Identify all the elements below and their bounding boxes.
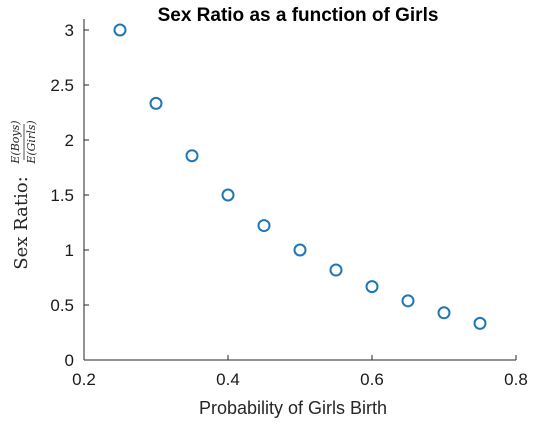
y-axis-label-numerator: E(Boys) [9,120,22,164]
y-tick-label: 1 [65,241,74,260]
data-point [473,316,487,330]
data-point [221,188,235,202]
axes [83,19,516,361]
data-point [437,306,451,320]
data-point [185,149,199,163]
x-tick-label: 0.6 [360,370,384,389]
data-point [113,23,127,37]
x-ticks: 0.2 0.4 0.6 0.8 [72,355,528,389]
y-axis-label-prefix: Sex Ratio: [11,176,32,269]
y-tick-label: 3 [65,21,74,40]
data-point [365,280,379,294]
y-tick-label: 0.5 [50,296,74,315]
data-point [401,294,415,308]
y-tick-label: 1.5 [50,186,74,205]
y-axis-label: Sex Ratio: E(Boys) E(Girls) [9,120,38,269]
data-point [257,219,271,233]
x-tick-label: 0.4 [216,370,240,389]
data-point [329,263,343,277]
y-axis-label-denominator: E(Girls) [25,120,38,164]
y-ticks: 0 0.5 1 1.5 2 2.5 3 [50,21,89,370]
x-axis-label: Probability of Girls Birth [199,398,387,418]
y-tick-label: 2.5 [50,76,74,95]
data-point [293,243,307,257]
x-tick-label: 0.2 [72,370,96,389]
chart-title: Sex Ratio as a function of Girls [158,5,439,26]
x-tick-label: 0.8 [504,370,528,389]
data-point [149,96,163,110]
y-tick-label: 0 [65,351,74,370]
data-points [113,23,487,330]
y-tick-label: 2 [65,131,74,150]
